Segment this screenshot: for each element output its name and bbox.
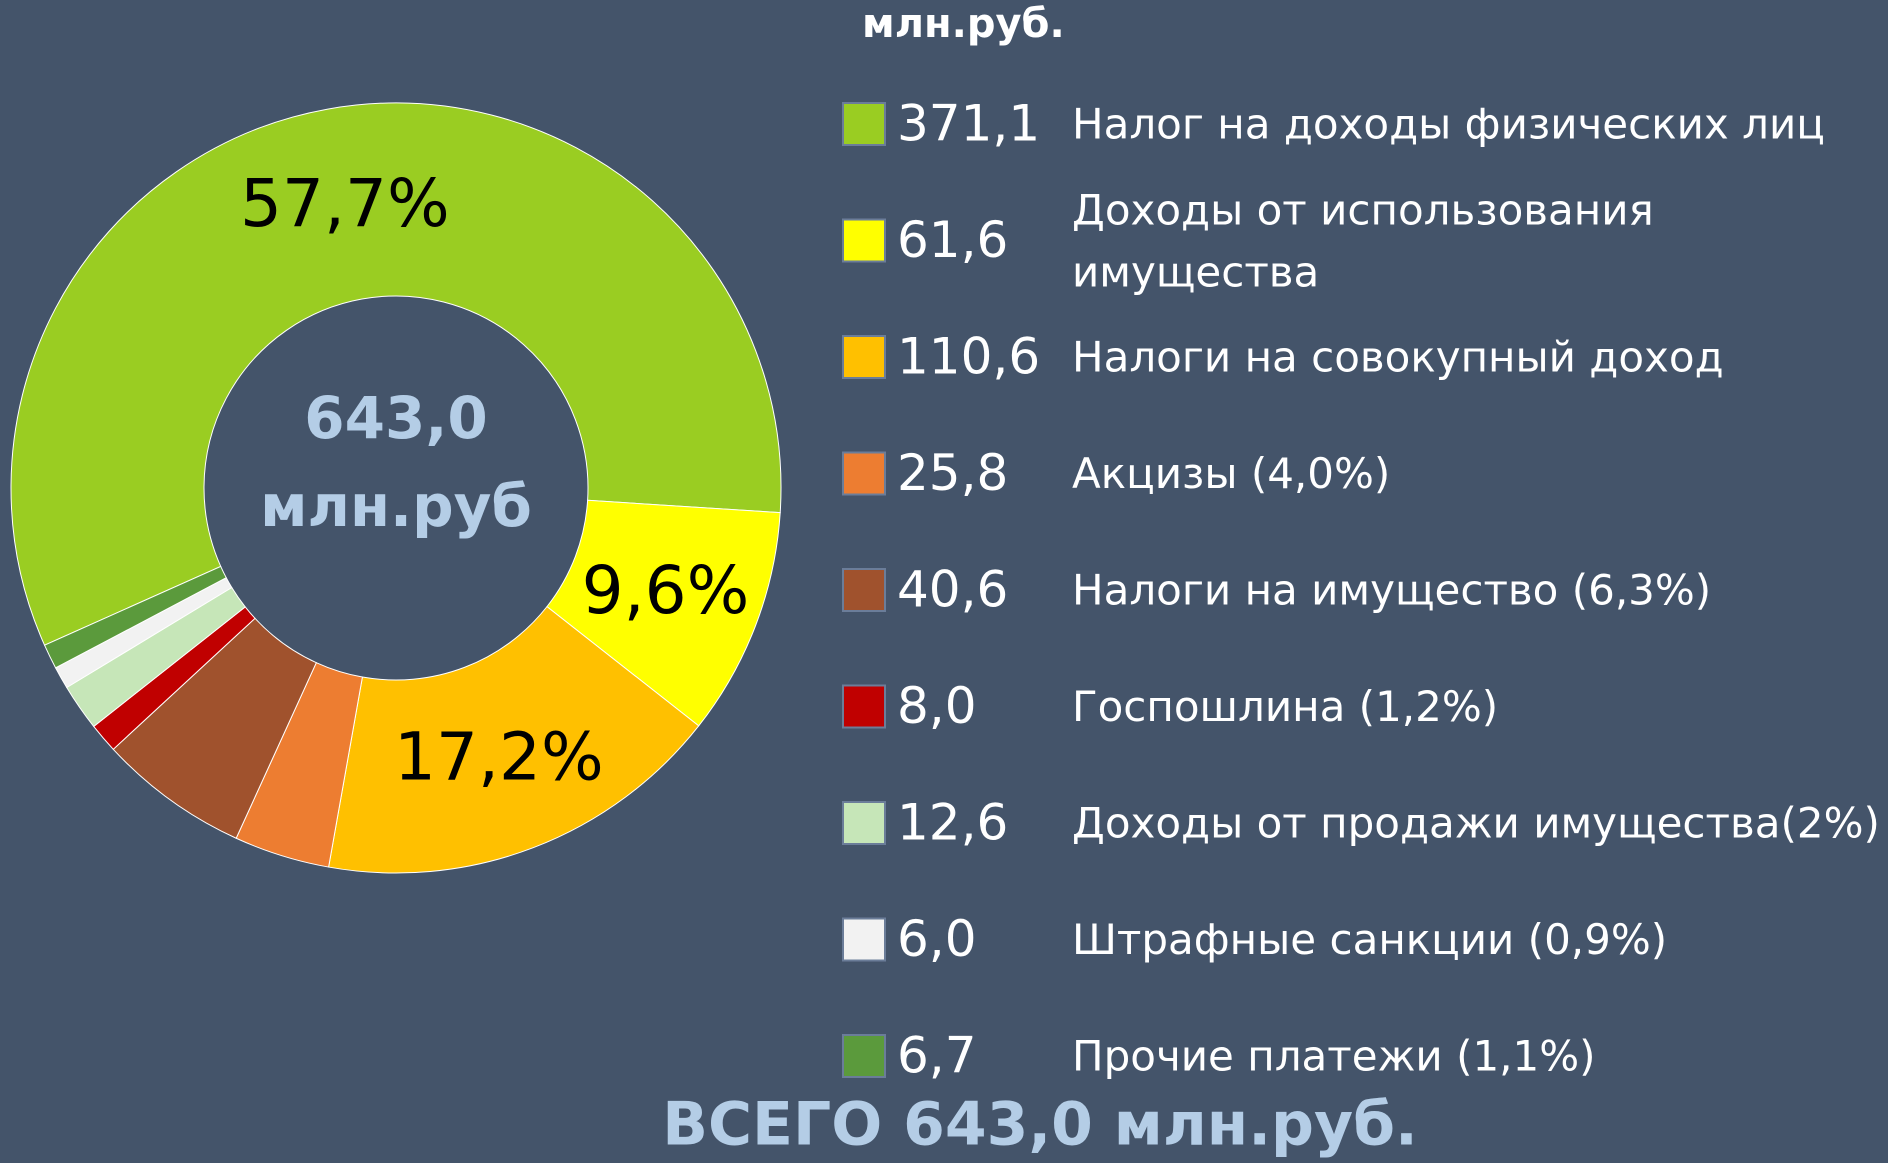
legend-label-line: Доходы от использования xyxy=(1072,185,1654,234)
legend-swatch xyxy=(842,335,886,379)
legend-label: Прочие платежи (1,1%) xyxy=(1072,1032,1596,1081)
center-value: 643,0 xyxy=(304,384,487,452)
legend-value: 25,8 xyxy=(897,444,1008,502)
center-unit: млн.руб xyxy=(260,472,532,540)
legend-swatch xyxy=(842,1034,886,1078)
legend-label: Налоги на имущество (6,3%) xyxy=(1072,566,1711,615)
legend-value: 40,6 xyxy=(897,561,1008,619)
legend-swatch xyxy=(842,568,886,612)
legend-swatch xyxy=(842,801,886,845)
legend-swatch xyxy=(842,218,886,263)
slice-label: 57,7% xyxy=(240,165,450,242)
legend-swatch xyxy=(842,102,886,146)
legend-value: 8,0 xyxy=(897,677,977,735)
legend-label: Доходы от использования имущества xyxy=(1072,185,1654,296)
slice xyxy=(10,102,782,646)
legend-value: 12,6 xyxy=(897,794,1008,852)
legend-label: Доходы от продажи имущества(2%) xyxy=(1072,799,1880,848)
legend-label-line: имущества xyxy=(1072,247,1319,296)
slice-label: 9,6% xyxy=(582,552,750,629)
legend-swatch xyxy=(842,684,886,729)
legend-value: 110,6 xyxy=(897,328,1040,386)
slice-label: 17,2% xyxy=(394,719,604,796)
legend-label: Штрафные санкции (0,9%) xyxy=(1072,915,1667,964)
legend-value: 6,0 xyxy=(897,910,977,968)
legend-swatch xyxy=(842,917,886,962)
slice xyxy=(328,605,700,874)
legend-label: Налоги на совокупный доход xyxy=(1072,333,1724,382)
legend-label: Госпошлина (1,2%) xyxy=(1072,682,1498,731)
slice xyxy=(43,565,227,669)
footer: ВСЕГО 643,0 млн.руб. xyxy=(662,1090,1418,1160)
chart-title: млн.руб. xyxy=(862,1,1065,47)
legend-swatch xyxy=(842,451,886,496)
legend-label: Налог на доходы физических лиц xyxy=(1072,100,1825,149)
legend-value: 61,6 xyxy=(897,211,1008,269)
legend-value: 371,1 xyxy=(897,95,1040,153)
legend-label: Акцизы (4,0%) xyxy=(1072,449,1390,498)
legend-value: 6,7 xyxy=(897,1027,977,1085)
